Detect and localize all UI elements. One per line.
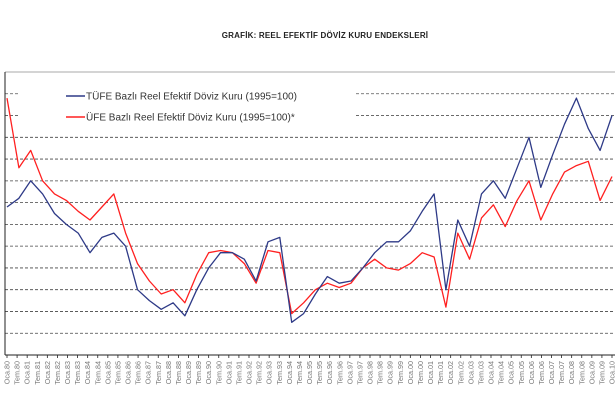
x-tick-label: Oca.01: [426, 361, 435, 384]
x-tick-label: Oca.95: [305, 361, 314, 384]
x-tick-label: Oca.85: [103, 361, 112, 384]
x-tick-label: Tem.00: [416, 361, 425, 385]
x-tick-label: Oca.82: [43, 361, 52, 384]
x-tick-label: Oca.80: [3, 361, 12, 384]
x-tick-label: Oca.08: [567, 361, 576, 384]
legend-label-ufe: ÜFE Bazlı Reel Efektif Döviz Kuru (1995=…: [86, 112, 295, 124]
series-lines: [6, 97, 613, 323]
x-tick-label: Oca.86: [124, 361, 133, 384]
x-tick-label: Oca.96: [325, 361, 334, 384]
x-tick-label: Oca.05: [507, 361, 516, 384]
x-tick-label: Oca.09: [587, 361, 596, 384]
x-tick-label: Oca.06: [527, 361, 536, 384]
x-tick-label: Tem.08: [577, 361, 586, 385]
x-tick-label: Oca.88: [164, 361, 173, 384]
x-tick-label: Oca.99: [386, 361, 395, 384]
x-tick-label: Oca.98: [366, 361, 375, 384]
x-tick-label: Tem.05: [517, 361, 526, 385]
x-tick-label: Oca.10: [608, 361, 615, 384]
series-line-tufe: [6, 97, 613, 323]
x-ticks: Oca.80 Tem.80 Oca.81 Tem.81 Oca.82 Tem.82 Oca.…: [3, 355, 615, 385]
x-tick-label: Tem.84: [93, 361, 102, 385]
x-tick-label: Oca.03: [466, 361, 475, 384]
x-tick-label: Tem.90: [214, 361, 223, 385]
x-tick-label: Oca.00: [406, 361, 415, 384]
x-tick-label: Tem.95: [315, 361, 324, 385]
legend: TÜFE Bazlı Reel Efektif Döviz Kuru (1995…: [66, 91, 297, 124]
x-tick-label: Oca.87: [144, 361, 153, 384]
x-tick-label: Tem.02: [456, 361, 465, 385]
x-tick-label: Tem.93: [275, 361, 284, 385]
x-tick-label: Oca.97: [345, 361, 354, 384]
x-tick-label: Oca.83: [63, 361, 72, 384]
x-tick-label: Tem.94: [295, 361, 304, 385]
x-tick-label: Tem.86: [134, 361, 143, 385]
x-tick-label: Tem.04: [497, 361, 506, 385]
x-tick-label: Tem.92: [255, 361, 264, 385]
x-tick-label: Oca.04: [487, 361, 496, 384]
x-tick-label: Oca.84: [83, 361, 92, 384]
x-tick-label: Tem.85: [113, 361, 122, 385]
x-tick-label: Oca.07: [547, 361, 556, 384]
x-tick-label: Tem.82: [53, 361, 62, 385]
x-tick-label: Oca.92: [245, 361, 254, 384]
x-tick-label: Tem.91: [234, 361, 243, 385]
x-tick-label: Oca.81: [23, 361, 32, 384]
x-tick-label: Oca.91: [224, 361, 233, 384]
x-tick-label: Tem.81: [33, 361, 42, 385]
x-tick-label: Oca.93: [265, 361, 274, 384]
x-tick-label: Tem.99: [396, 361, 405, 385]
x-tick-label: Oca.94: [285, 361, 294, 384]
x-tick-label: Tem.89: [194, 361, 203, 385]
x-tick-label: Tem.96: [335, 361, 344, 385]
x-tick-label: Tem.87: [154, 361, 163, 385]
x-tick-label: Oca.90: [204, 361, 213, 384]
x-tick-label: Tem.83: [73, 361, 82, 385]
x-tick-label: Tem.03: [476, 361, 485, 385]
chart-title: GRAFİK: REEL EFEKTİF DÖVİZ KURU ENDEKSLE…: [221, 31, 429, 40]
x-tick-label: Tem.88: [174, 361, 183, 385]
x-tick-label: Tem.06: [537, 361, 546, 385]
x-tick-label: Oca.02: [446, 361, 455, 384]
series-line-ufe: [6, 97, 613, 315]
x-tick-label: Tem.98: [376, 361, 385, 385]
x-tick-label: Tem.07: [557, 361, 566, 385]
x-tick-label: Tem.97: [355, 361, 364, 385]
x-tick-label: Tem.80: [13, 361, 22, 385]
x-tick-label: Tem.09: [597, 361, 606, 385]
x-tick-label: Oca.89: [184, 361, 193, 384]
x-tick-label: Tem.01: [436, 361, 445, 385]
legend-label-tufe: TÜFE Bazlı Reel Efektif Döviz Kuru (1995…: [86, 91, 297, 103]
